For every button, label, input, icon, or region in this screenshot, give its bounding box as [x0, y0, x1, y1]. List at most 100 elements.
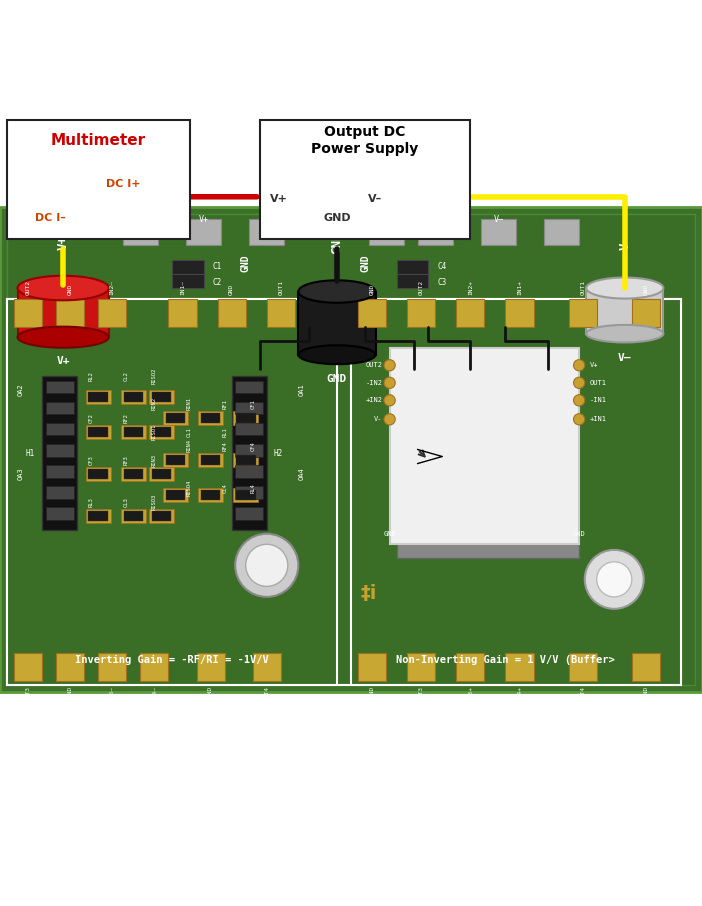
Text: -IN2: -IN2	[366, 380, 383, 386]
Bar	[236, 490, 256, 500]
Bar	[632, 299, 660, 327]
Text: CL4: CL4	[222, 483, 227, 493]
Text: OUT2: OUT2	[25, 280, 31, 295]
Text: Inverting Gain = -RF/RI = -1V/V: Inverting Gain = -RF/RI = -1V/V	[75, 655, 269, 665]
Bar	[397, 274, 428, 288]
Circle shape	[384, 395, 395, 406]
Circle shape	[597, 562, 632, 597]
Bar	[235, 465, 263, 477]
Text: V-: V-	[374, 416, 383, 422]
Bar	[235, 423, 263, 436]
Bar	[124, 511, 143, 521]
Text: V+: V+	[56, 356, 70, 366]
Bar	[166, 413, 185, 423]
Text: V+: V+	[57, 235, 69, 250]
Text: RIN3: RIN3	[152, 454, 157, 467]
Bar	[46, 444, 74, 457]
Text: CL2: CL2	[124, 371, 129, 381]
Bar	[186, 219, 221, 245]
Text: H1: H1	[26, 448, 35, 458]
Text: IN3+: IN3+	[468, 686, 473, 701]
Bar	[397, 260, 428, 274]
Text: Non-Inverting Gain = 1 V/V (Buffer>: Non-Inverting Gain = 1 V/V (Buffer>	[396, 655, 615, 665]
Text: GND: GND	[383, 531, 396, 536]
Ellipse shape	[298, 280, 376, 303]
Bar	[358, 653, 386, 681]
Bar	[152, 427, 171, 437]
Bar	[235, 444, 263, 457]
Text: RIN4: RIN4	[187, 439, 192, 452]
Bar	[418, 219, 453, 245]
Text: IN2–: IN2–	[110, 280, 115, 295]
Text: OUT3: OUT3	[418, 686, 424, 701]
Ellipse shape	[586, 277, 663, 299]
Text: CF1: CF1	[250, 399, 256, 409]
Circle shape	[574, 377, 585, 389]
Bar	[358, 299, 386, 327]
Text: CF4: CF4	[250, 441, 256, 451]
Bar	[46, 423, 74, 436]
Bar	[201, 413, 220, 423]
Bar	[149, 509, 174, 523]
Bar	[632, 653, 660, 681]
Bar	[14, 653, 42, 681]
Text: V+: V+	[270, 194, 288, 204]
Text: OUT4: OUT4	[264, 686, 270, 701]
Text: GND: GND	[67, 686, 73, 698]
Bar	[172, 260, 204, 274]
Text: OUT2: OUT2	[366, 362, 383, 368]
Text: OA2: OA2	[18, 383, 24, 396]
Bar	[86, 509, 111, 523]
Bar	[124, 469, 143, 479]
Text: GND: GND	[360, 255, 370, 273]
Circle shape	[574, 360, 585, 371]
Text: GND: GND	[259, 215, 274, 224]
Text: IN4+: IN4+	[517, 686, 522, 701]
Bar	[163, 488, 188, 502]
Bar	[198, 453, 223, 467]
Circle shape	[384, 360, 395, 371]
Bar	[140, 653, 168, 681]
Text: GND: GND	[331, 231, 343, 254]
Bar	[98, 653, 126, 681]
Bar	[172, 274, 204, 288]
Bar	[149, 467, 174, 481]
Bar	[123, 219, 158, 245]
Bar	[233, 453, 258, 467]
Text: GND: GND	[369, 686, 375, 698]
Bar	[569, 653, 597, 681]
Bar	[121, 509, 146, 523]
Text: RF1: RF1	[222, 399, 227, 409]
Bar	[88, 511, 108, 521]
Text: GND: GND	[229, 284, 234, 295]
Text: +IN1: +IN1	[590, 416, 607, 422]
Text: OUT2: OUT2	[418, 280, 424, 295]
Text: Multimeter: Multimeter	[51, 133, 146, 148]
Text: ‡i: ‡i	[360, 583, 377, 602]
Text: GND: GND	[369, 284, 375, 295]
Text: CL1: CL1	[187, 427, 192, 437]
Text: C1: C1	[213, 263, 222, 272]
Bar	[481, 219, 516, 245]
Bar	[235, 401, 263, 414]
Bar	[233, 488, 258, 502]
Bar	[121, 390, 146, 404]
Text: RISO3: RISO3	[152, 494, 157, 510]
Text: RL2: RL2	[88, 371, 94, 381]
Text: GND: GND	[573, 531, 585, 536]
Text: GND: GND	[643, 284, 649, 295]
Text: IN2+: IN2+	[468, 280, 473, 295]
Ellipse shape	[298, 345, 376, 364]
Text: H2: H2	[274, 448, 283, 458]
Text: GND: GND	[643, 686, 649, 698]
Bar	[267, 299, 295, 327]
Circle shape	[246, 545, 288, 586]
Bar	[152, 469, 171, 479]
Circle shape	[574, 395, 585, 406]
Text: RISO2: RISO2	[152, 368, 157, 384]
Text: RIN1: RIN1	[187, 398, 192, 410]
Bar	[235, 507, 263, 520]
Bar	[407, 653, 435, 681]
Ellipse shape	[18, 275, 109, 300]
Circle shape	[585, 550, 644, 609]
